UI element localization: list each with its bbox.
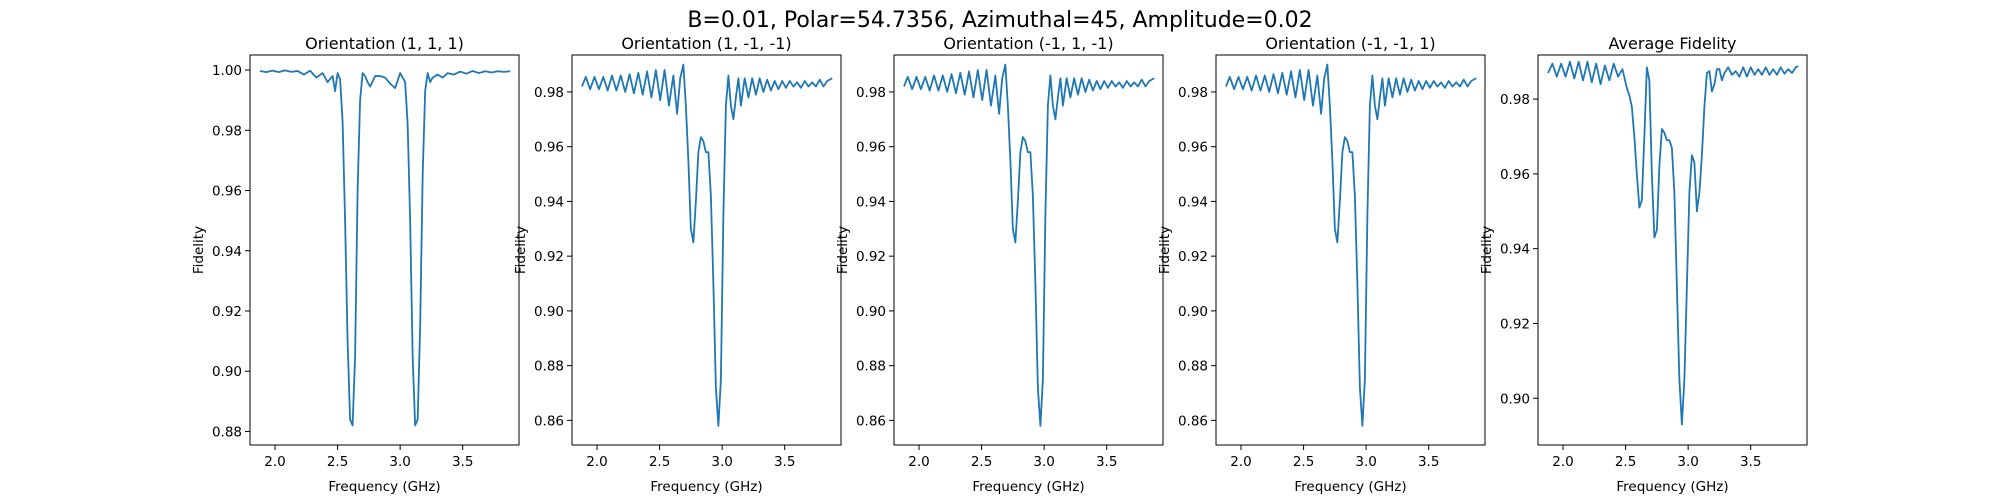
y-tick-label: 0.86 [1178, 413, 1208, 429]
subplot-3: 2.0 2.5 3.0 3.5 0.86 0.88 0.90 0.92 0.94 0.96 0.98… [835, 34, 1164, 495]
subplot-title: Orientation (1, 1, 1) [305, 34, 464, 53]
subplot-1: 2.0 2.5 3.0 3.5 0.88 0.90 0.92 0.94 0.96 0.98 1.00… [191, 34, 520, 495]
y-tick-label: 0.88 [534, 359, 564, 375]
y-axis-label: Fidelity [513, 226, 529, 274]
x-tick-label: 3.5 [1096, 454, 1117, 470]
x-tick-label: 3.5 [1418, 454, 1439, 470]
fidelity-line [581, 63, 833, 427]
axes-frame [1537, 54, 1808, 446]
fidelity-line [259, 69, 511, 427]
x-tick-label: 2.0 [1552, 454, 1573, 470]
figure-title: B=0.01, Polar=54.7356, Azimuthal=45, Amp… [687, 8, 1312, 33]
y-axis-label: Fidelity [1479, 226, 1495, 274]
subplots-container: 2.0 2.5 3.0 3.5 0.88 0.90 0.92 0.94 0.96 0.98 1.00… [191, 34, 1808, 495]
y-tick-label: 0.98 [534, 85, 564, 101]
x-axis-label: Frequency (GHz) [650, 479, 762, 495]
x-tick-label: 2.5 [1615, 454, 1636, 470]
y-tick-label: 0.92 [1178, 249, 1208, 265]
subplot-title: Orientation (-1, 1, -1) [943, 34, 1113, 53]
y-tick-label: 0.86 [534, 413, 564, 429]
x-tick-label: 3.0 [389, 454, 410, 470]
fidelity-line [1225, 63, 1477, 427]
x-tick-label: 2.5 [327, 454, 348, 470]
y-tick-label: 0.98 [1178, 85, 1208, 101]
y-tick-label: 0.90 [1500, 391, 1530, 407]
subplot-4: 2.0 2.5 3.0 3.5 0.86 0.88 0.90 0.92 0.94 0.96 0.98… [1157, 34, 1486, 495]
y-tick-label: 0.90 [856, 304, 886, 320]
x-tick-label: 3.5 [452, 454, 473, 470]
y-tick-label: 0.92 [534, 249, 564, 265]
x-tick-label: 2.0 [908, 454, 929, 470]
y-tick-label: 0.86 [856, 413, 886, 429]
y-tick-label: 0.94 [856, 194, 886, 210]
subplot-2: 2.0 2.5 3.0 3.5 0.86 0.88 0.90 0.92 0.94 0.96 0.98… [513, 34, 842, 495]
y-tick-label: 0.94 [1500, 242, 1530, 258]
y-tick-label: 0.96 [1178, 140, 1208, 156]
y-tick-label: 0.98 [212, 123, 242, 139]
x-axis-label: Frequency (GHz) [1616, 479, 1728, 495]
x-tick-label: 2.5 [971, 454, 992, 470]
y-tick-label: 0.88 [1178, 359, 1208, 375]
y-tick-label: 0.94 [1178, 194, 1208, 210]
x-tick-label: 2.0 [1230, 454, 1251, 470]
y-tick-label: 0.96 [1500, 167, 1530, 183]
fidelity-line [1547, 60, 1799, 426]
subplot-5: 2.0 2.5 3.0 3.5 0.90 0.92 0.94 0.96 0.98 Average … [1479, 34, 1808, 495]
axes-frame [571, 54, 842, 446]
x-tick-label: 3.5 [774, 454, 795, 470]
subplot-title: Average Fidelity [1609, 34, 1737, 53]
x-tick-label: 2.5 [649, 454, 670, 470]
x-axis-label: Frequency (GHz) [972, 479, 1084, 495]
y-tick-label: 0.92 [212, 304, 242, 320]
axes-frame [249, 54, 520, 446]
y-axis-label: Fidelity [835, 226, 851, 274]
x-tick-label: 3.0 [1677, 454, 1698, 470]
x-tick-label: 2.0 [586, 454, 607, 470]
x-tick-label: 2.5 [1293, 454, 1314, 470]
x-axis-label: Frequency (GHz) [1294, 479, 1406, 495]
axes-frame [893, 54, 1164, 446]
x-tick-label: 3.0 [1355, 454, 1376, 470]
y-tick-label: 0.98 [856, 85, 886, 101]
y-tick-label: 0.92 [856, 249, 886, 265]
y-tick-label: 0.90 [212, 364, 242, 380]
fidelity-line [903, 63, 1155, 427]
y-tick-label: 0.96 [212, 184, 242, 200]
y-tick-label: 1.00 [212, 63, 242, 79]
y-axis-label: Fidelity [191, 226, 207, 274]
y-tick-label: 0.94 [534, 194, 564, 210]
axes-frame [1215, 54, 1486, 446]
x-tick-label: 3.0 [711, 454, 732, 470]
x-tick-label: 3.5 [1740, 454, 1761, 470]
y-tick-label: 0.92 [1500, 316, 1530, 332]
y-tick-label: 0.96 [856, 140, 886, 156]
x-tick-label: 2.0 [264, 454, 285, 470]
x-axis-label: Frequency (GHz) [328, 479, 440, 495]
y-tick-label: 0.98 [1500, 92, 1530, 108]
y-tick-label: 0.90 [534, 304, 564, 320]
x-tick-label: 3.0 [1033, 454, 1054, 470]
y-tick-label: 0.94 [212, 244, 242, 260]
y-tick-label: 0.96 [534, 140, 564, 156]
subplot-title: Orientation (-1, -1, 1) [1265, 34, 1435, 53]
y-axis-label: Fidelity [1157, 226, 1173, 274]
y-tick-label: 0.88 [212, 424, 242, 440]
y-tick-label: 0.90 [1178, 304, 1208, 320]
y-tick-label: 0.88 [856, 359, 886, 375]
subplot-title: Orientation (1, -1, -1) [621, 34, 791, 53]
